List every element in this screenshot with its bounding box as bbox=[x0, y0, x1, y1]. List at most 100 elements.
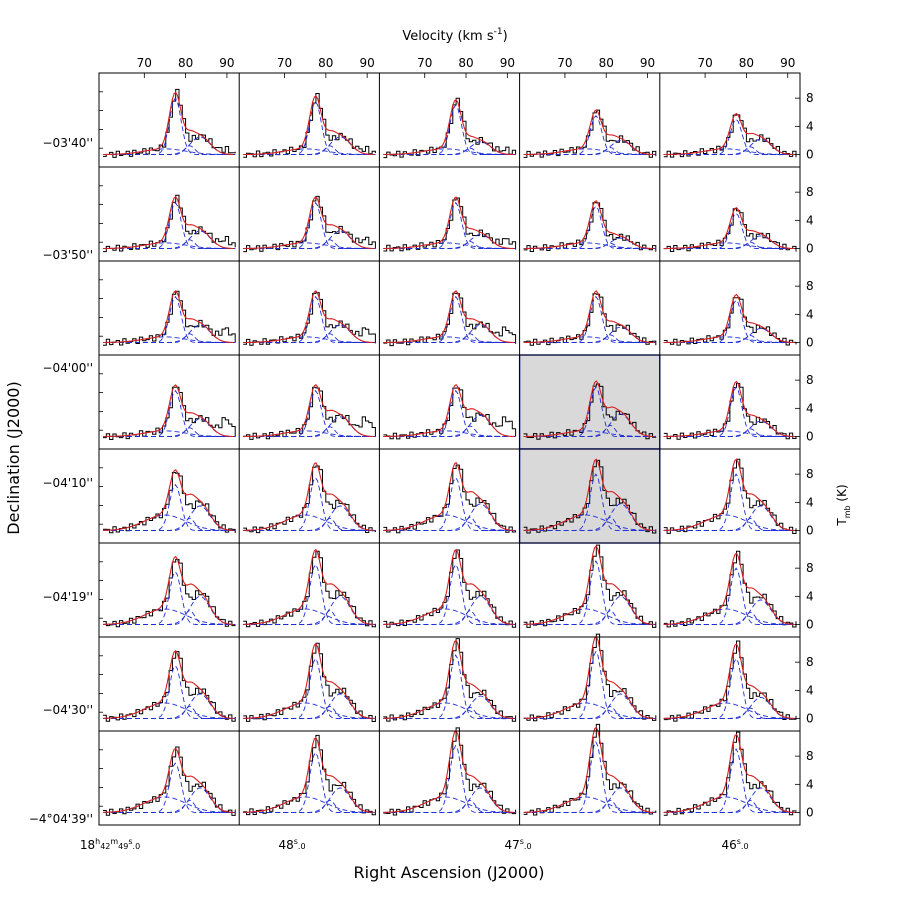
gaussian-component-1 bbox=[383, 654, 516, 719]
total-fit bbox=[102, 747, 234, 813]
declination-tick-labels: −03'40'' −03'50'' −04'00'' −04'10'' −04'19''… bbox=[29, 136, 93, 826]
gaussian-component-1 bbox=[103, 483, 236, 531]
gaussian-component-3 bbox=[663, 796, 796, 813]
total-fit bbox=[523, 380, 655, 438]
gaussian-component-4 bbox=[383, 333, 516, 343]
declination-tick-label: −4°04'39'' bbox=[29, 812, 93, 826]
gaussian-component-4 bbox=[103, 799, 236, 813]
observed-spectrum bbox=[383, 464, 517, 534]
gaussian-component-4 bbox=[663, 146, 796, 155]
gaussian-component-1 bbox=[103, 389, 236, 437]
observed-spectrum bbox=[243, 642, 376, 722]
spectrum-panel-r8-c3 bbox=[383, 727, 517, 816]
tmb-tick-label: 4 bbox=[806, 401, 814, 415]
spectrum-panel-r2-c2 bbox=[243, 195, 376, 253]
gaussian-component-3 bbox=[383, 702, 516, 719]
velocity-tick-label: 80 bbox=[739, 56, 754, 70]
spectrum-panel-r4-c5 bbox=[663, 380, 797, 440]
gaussian-component-4 bbox=[663, 428, 796, 437]
gaussian-component-4 bbox=[663, 707, 796, 719]
gaussian-component-3 bbox=[243, 430, 376, 437]
tmb-tick-label: 0 bbox=[806, 242, 814, 256]
spectrum-panel-r5-c3 bbox=[383, 461, 517, 534]
ra-tick-label: 48s.0 bbox=[278, 837, 305, 852]
gaussian-component-4 bbox=[243, 333, 376, 343]
gaussian-component-3 bbox=[102, 514, 236, 531]
velocity-tick-labels: 70 80 90 70 80 90 70 80 90 70 80 90 70 80 90 bbox=[137, 56, 795, 78]
velocity-tick-label: 80 bbox=[318, 56, 333, 70]
gaussian-component-4 bbox=[243, 426, 376, 437]
total-fit bbox=[383, 461, 514, 531]
tmb-tick-label: 8 bbox=[806, 655, 814, 669]
tmb-tick-label: 0 bbox=[806, 336, 814, 350]
gaussian-component-3 bbox=[663, 702, 796, 719]
velocity-tick-label: 90 bbox=[780, 56, 795, 70]
spectrum-panel-r3-c1 bbox=[103, 290, 236, 346]
declination-tick-label: −03'40'' bbox=[43, 136, 94, 150]
gaussian-component-3 bbox=[243, 336, 376, 343]
tmb-tick-label: 8 bbox=[806, 373, 814, 387]
velocity-tick-label: 80 bbox=[599, 56, 614, 70]
gaussian-component-3 bbox=[103, 336, 236, 343]
gaussian-component-3 bbox=[663, 514, 796, 531]
spectrum-panel-r3-c3 bbox=[383, 290, 517, 347]
top-axis-title: Velocity (km s-1) bbox=[402, 27, 507, 44]
total-fit bbox=[663, 458, 795, 531]
gaussian-component-3 bbox=[243, 514, 376, 531]
tmb-tick-label: 0 bbox=[806, 618, 814, 632]
spectrum-panel-r6-c4 bbox=[523, 544, 657, 628]
gaussian-component-3 bbox=[383, 430, 516, 437]
total-fit bbox=[243, 642, 374, 719]
spectrum-panel-r1-c1 bbox=[103, 88, 236, 158]
spectrum-panel-r6-c1 bbox=[102, 555, 236, 628]
spectrum-panel-r4-c3 bbox=[383, 383, 517, 440]
gaussian-component-4 bbox=[383, 516, 516, 531]
spectrum-panel-r7-c5 bbox=[663, 640, 797, 722]
total-fit bbox=[523, 545, 655, 625]
velocity-tick-label: 70 bbox=[697, 56, 712, 70]
tmb-tick-label: 8 bbox=[806, 561, 814, 575]
gaussian-component-4 bbox=[103, 239, 236, 249]
declination-tick-label: −03'50'' bbox=[43, 248, 94, 262]
bottom-axis-title: Right Ascension (J2000) bbox=[354, 863, 545, 882]
gaussian-component-3 bbox=[103, 242, 236, 249]
tmb-tick-labels: 0 4 8 0 4 8 0 4 8 0 4 8 0 4 8 0 4 8 0 4 8 0 4 8 bbox=[795, 91, 814, 820]
tmb-tick-label: 8 bbox=[806, 467, 814, 481]
tmb-tick-label: 8 bbox=[806, 91, 814, 105]
spectrum-panel-r1-c4 bbox=[523, 109, 657, 158]
total-fit bbox=[102, 650, 234, 719]
gaussian-component-4 bbox=[663, 241, 796, 249]
tmb-tick-label: 8 bbox=[806, 185, 814, 199]
total-fit bbox=[243, 290, 374, 344]
gaussian-component-2 bbox=[663, 787, 797, 813]
gaussian-component-3 bbox=[103, 148, 236, 155]
gaussian-component-3 bbox=[523, 336, 656, 343]
total-fit bbox=[103, 196, 234, 250]
spectrum-panel-r1-c2 bbox=[243, 93, 376, 158]
right-axis-title: Tmb (K) bbox=[835, 484, 852, 526]
gaussian-component-4 bbox=[103, 705, 236, 719]
spectrum-panel-r5-c5 bbox=[663, 458, 797, 534]
velocity-tick-label: 90 bbox=[640, 56, 655, 70]
total-fit bbox=[383, 548, 514, 625]
spectrum-panel-r2-c5 bbox=[663, 207, 797, 252]
gaussian-component-4 bbox=[523, 242, 656, 249]
panel-frames bbox=[98, 72, 801, 826]
spectrum-panel-r4-c2 bbox=[243, 384, 376, 440]
gaussian-component-4 bbox=[523, 424, 656, 437]
observed-spectrum bbox=[243, 386, 376, 440]
gaussian-component-4 bbox=[103, 609, 236, 625]
spectrum-panel-r7-c1 bbox=[102, 650, 236, 722]
tmb-tick-label: 4 bbox=[806, 495, 814, 509]
total-fit bbox=[383, 729, 514, 813]
observed-spectrum bbox=[103, 746, 236, 816]
spectrum-panel-r4-c1 bbox=[103, 384, 236, 440]
gaussian-component-3 bbox=[523, 702, 656, 719]
gaussian-component-4 bbox=[663, 335, 796, 343]
observed-spectrum bbox=[383, 727, 517, 816]
gaussian-component-1 bbox=[663, 657, 796, 719]
declination-tick-label: −04'19'' bbox=[43, 590, 94, 604]
observed-spectrum bbox=[103, 386, 236, 440]
total-fit bbox=[383, 98, 514, 156]
